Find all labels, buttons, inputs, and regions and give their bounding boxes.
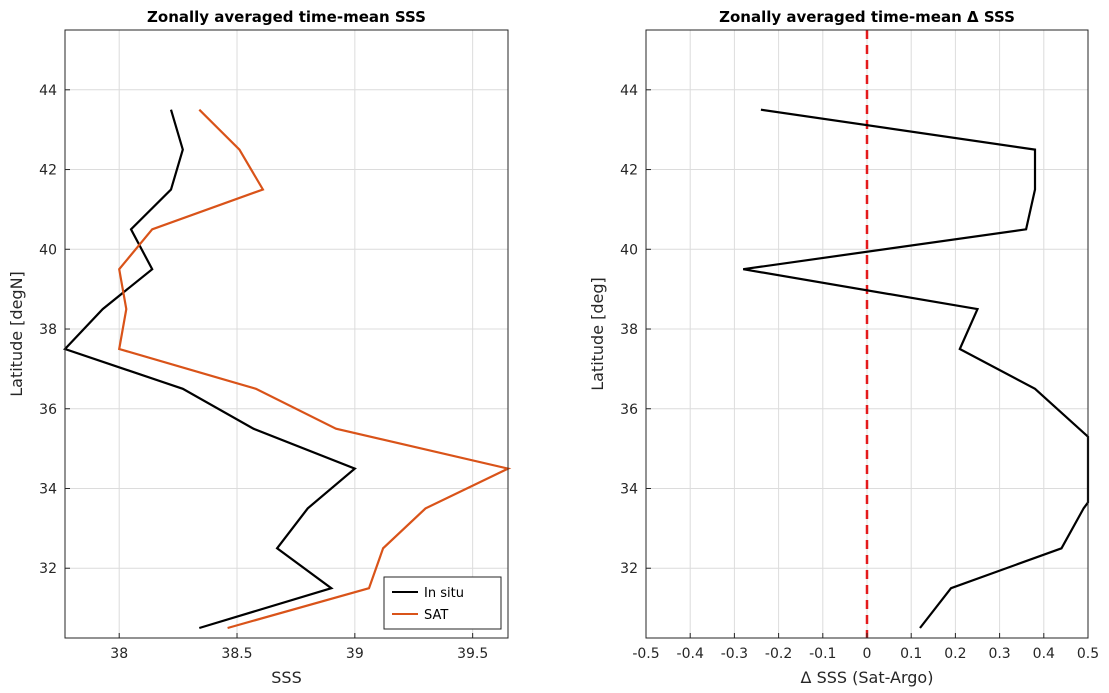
x-tick-label: -0.2: [765, 646, 792, 662]
delta-y-axis-label: Latitude [deg]: [588, 277, 607, 391]
sss-x-ticks: 38 38.5 39 39.5: [110, 633, 488, 662]
y-tick-label: 40: [620, 242, 638, 258]
series-line-delta: [743, 108, 1090, 629]
x-tick-label: 38: [110, 646, 128, 662]
delta-sss-panel: -0.5 -0.4 -0.3 -0.2 -0.1 0 0.1 0.2 0.3 0.4 0.5 323…: [588, 8, 1099, 687]
sss-y-axis-label: Latitude [degN]: [7, 271, 26, 397]
x-tick-label: 39.5: [457, 646, 488, 662]
y-tick-label: 36: [620, 402, 638, 418]
x-tick-label: 0.3: [988, 646, 1010, 662]
delta-series-group: [743, 108, 1090, 629]
x-tick-label: -0.5: [632, 646, 659, 662]
sss-axes-frame: [64, 29, 509, 639]
x-tick-label: 0.4: [1033, 646, 1055, 662]
y-tick-label: 44: [39, 83, 57, 99]
delta-grid: [646, 30, 1088, 638]
sss-chart-title: Zonally averaged time-mean SSS: [147, 8, 426, 26]
sss-y-ticks: 32 34 36 38 40 42 44: [39, 83, 70, 577]
y-tick-label: 34: [39, 481, 57, 497]
sss-legend: In situ SAT: [383, 576, 502, 630]
x-tick-label: 38.5: [221, 646, 252, 662]
sss-grid: [65, 30, 508, 638]
legend-label-in-situ: In situ: [424, 586, 464, 601]
x-tick-label: 0.2: [944, 646, 966, 662]
delta-y-ticks: 32 34 36 38 40 42 44: [620, 83, 651, 577]
y-tick-label: 38: [39, 322, 57, 338]
y-tick-label: 34: [620, 481, 638, 497]
delta-x-ticks: -0.5 -0.4 -0.3 -0.2 -0.1 0 0.1 0.2 0.3 0.4 0.5: [632, 633, 1099, 662]
x-tick-label: -0.1: [809, 646, 836, 662]
sss-x-axis-label: SSS: [271, 668, 301, 687]
x-tick-label: -0.3: [721, 646, 748, 662]
y-tick-label: 42: [39, 163, 57, 179]
y-tick-label: 42: [620, 163, 638, 179]
y-tick-label: 32: [620, 561, 638, 577]
y-tick-label: 38: [620, 322, 638, 338]
x-tick-label: 39: [346, 646, 364, 662]
x-tick-label: 0.5: [1077, 646, 1099, 662]
sss-panel: 38 38.5 39 39.5 32 34 36 38 40 42 44 Zonally aver…: [7, 8, 512, 687]
x-tick-label: 0.1: [900, 646, 922, 662]
delta-x-axis-label: Δ SSS (Sat-Argo): [801, 668, 934, 687]
series-line-sat: [117, 108, 512, 630]
y-tick-label: 40: [39, 242, 57, 258]
y-tick-label: 36: [39, 402, 57, 418]
series-line-in-situ: [63, 109, 357, 630]
y-tick-label: 32: [39, 561, 57, 577]
x-tick-label: -0.4: [677, 646, 704, 662]
plot-area: [65, 30, 508, 638]
y-tick-label: 44: [620, 83, 638, 99]
delta-chart-title: Zonally averaged time-mean Δ SSS: [719, 8, 1015, 26]
legend-label-sat: SAT: [424, 608, 448, 623]
sss-series-group: [63, 108, 512, 630]
x-tick-label: 0: [863, 646, 872, 662]
legend-box: [383, 576, 502, 630]
